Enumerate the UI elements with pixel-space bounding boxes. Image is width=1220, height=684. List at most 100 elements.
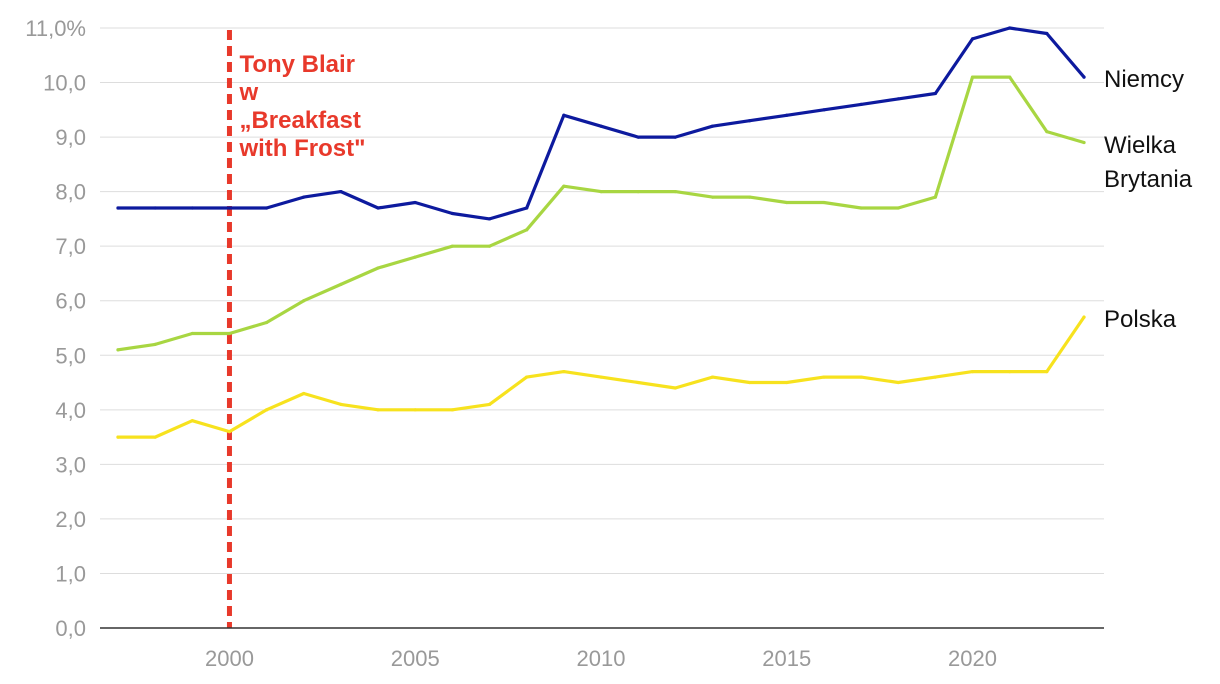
data-point [748, 119, 752, 123]
y-tick-label: 7,0 [55, 234, 86, 259]
data-point [970, 370, 975, 374]
data-point [599, 375, 603, 379]
data-point [933, 195, 937, 199]
annotation-text-line: Tony Blair [239, 51, 355, 78]
data-point [1045, 31, 1049, 36]
x-tick-label: 2020 [948, 646, 997, 671]
data-point [1082, 315, 1086, 319]
data-point [487, 217, 492, 221]
y-tick-label: 8,0 [55, 180, 86, 205]
data-point [1008, 370, 1012, 374]
data-point [116, 348, 120, 352]
data-point [339, 190, 343, 194]
annotation-text-line: with Frost" [238, 135, 365, 162]
data-point [1045, 130, 1049, 134]
y-tick-label: 6,0 [55, 289, 86, 314]
data-point [339, 282, 343, 286]
data-point [153, 435, 157, 439]
data-point [190, 331, 194, 336]
data-point [227, 206, 232, 210]
data-point [450, 244, 454, 248]
series-label: Brytania [1104, 166, 1193, 193]
gridlines [100, 27, 1104, 574]
y-tick-label: 0,0 [55, 616, 86, 641]
data-point [116, 435, 120, 439]
series-label: Wielka [1104, 132, 1177, 159]
data-point [376, 266, 380, 270]
series-label: Polska [1104, 306, 1177, 333]
data-point [525, 228, 529, 232]
y-tick-label: 9,0 [55, 125, 86, 150]
annotation-text-line: „Breakfast [239, 107, 360, 134]
data-point [562, 113, 566, 117]
data-point [413, 200, 417, 205]
data-point [302, 195, 306, 199]
data-point [785, 380, 789, 385]
series-label: Niemcy [1104, 66, 1184, 93]
annotation-text-line: w [238, 79, 258, 106]
data-point [487, 244, 492, 248]
y-tick-label: 1,0 [55, 561, 86, 586]
data-point [970, 37, 975, 41]
data-point [413, 408, 417, 412]
data-point [265, 408, 269, 412]
data-point [859, 375, 863, 379]
data-point [1008, 26, 1012, 30]
y-tick-label: 10,0 [43, 71, 86, 96]
data-point [822, 108, 826, 112]
data-point [190, 419, 194, 423]
data-point [450, 408, 454, 412]
data-point [376, 408, 380, 412]
data-point [785, 113, 789, 117]
data-point [302, 391, 306, 396]
data-point [413, 255, 417, 259]
data-point [153, 342, 157, 346]
x-tick-label: 2010 [577, 646, 626, 671]
data-point [227, 331, 232, 336]
data-point [190, 206, 194, 210]
data-point [265, 206, 269, 210]
data-point [896, 380, 900, 385]
data-point [822, 200, 826, 205]
data-point [376, 206, 380, 210]
data-point [748, 380, 752, 385]
data-point [636, 380, 640, 385]
y-tick-label: 5,0 [55, 343, 86, 368]
data-point [710, 124, 715, 128]
x-tick-label: 2015 [762, 646, 811, 671]
series-labels: Niemcy Wielka Brytania Polska [1104, 66, 1193, 333]
y-tick-label: 2,0 [55, 507, 86, 532]
data-point [116, 206, 120, 210]
data-point [1008, 75, 1012, 79]
data-point [1045, 370, 1049, 374]
data-point [933, 375, 937, 379]
data-point [599, 190, 603, 194]
data-point [302, 299, 306, 303]
series-lines [116, 26, 1086, 439]
y-tick-label: 11,0% [25, 16, 86, 41]
data-point [636, 135, 640, 139]
data-point [227, 430, 232, 434]
x-axis-tick-labels: 2000 2005 2010 2015 2020 [205, 646, 997, 671]
data-point [1082, 140, 1086, 145]
data-point [710, 375, 715, 379]
data-point [487, 402, 492, 406]
data-point [450, 211, 454, 216]
y-tick-label: 3,0 [55, 452, 86, 477]
data-point [525, 375, 529, 379]
data-point [748, 195, 752, 199]
data-point [859, 206, 863, 210]
data-point [673, 190, 677, 194]
data-point [896, 206, 900, 210]
data-point [785, 200, 789, 205]
data-point [339, 402, 343, 406]
data-point [896, 97, 900, 101]
x-tick-label: 2005 [391, 646, 440, 671]
y-tick-label: 4,0 [55, 398, 86, 423]
data-point [599, 124, 603, 128]
data-point [153, 206, 157, 210]
data-point [1082, 75, 1086, 79]
data-point [525, 206, 529, 210]
